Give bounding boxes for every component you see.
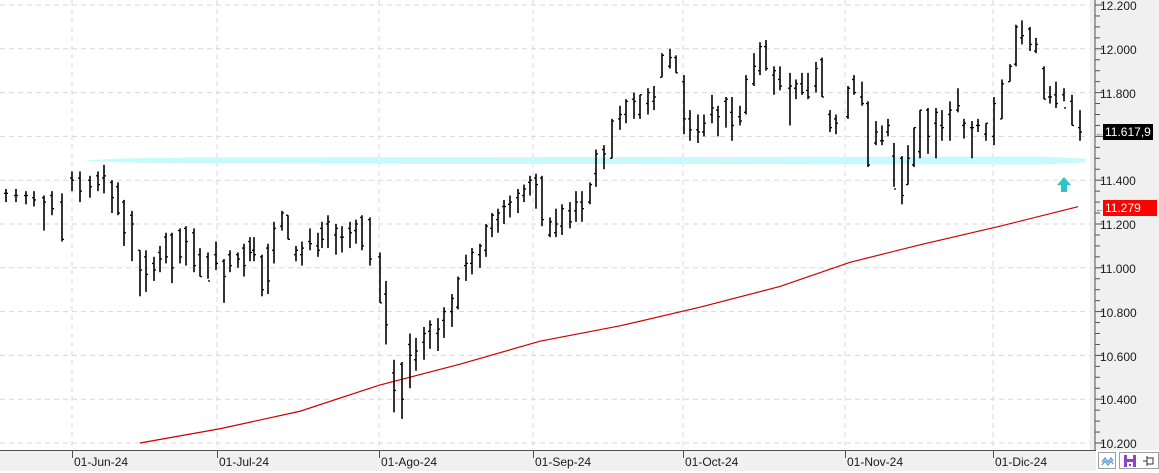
- x-label-sep: 01-Sep-24: [535, 455, 592, 469]
- ma-pointer-icon: ←: [1095, 204, 1104, 214]
- x-label-nov: 01-Nov-24: [847, 455, 904, 469]
- y-label-12000: 12.000: [1100, 43, 1137, 57]
- x-label-oct: 01-Oct-24: [685, 455, 739, 469]
- x-tick: [683, 451, 684, 458]
- support-band: [83, 156, 1085, 165]
- buy-signal-arrow-icon: [1057, 177, 1071, 192]
- x-label-ago: 01-Ago-24: [381, 455, 438, 469]
- y-label-11800: 11.800: [1100, 87, 1136, 101]
- moving-average-tag: 11.279: [1103, 200, 1157, 216]
- x-tick: [993, 451, 994, 458]
- ohlc-chart: [0, 0, 1090, 450]
- x-label-jun: 01-Jun-24: [74, 455, 129, 469]
- chart-plot-area[interactable]: [0, 0, 1090, 450]
- x-tick: [533, 451, 534, 458]
- price-axis-ticks: [1094, 0, 1103, 450]
- y-label-10400: 10.400: [1100, 393, 1137, 407]
- y-label-10800: 10.800: [1100, 306, 1137, 320]
- moving-average-line: [139, 206, 1079, 444]
- chart-style-icon: [1101, 456, 1114, 467]
- chart-style-button[interactable]: [1098, 452, 1116, 469]
- last-price-pointer-icon: ←: [1095, 128, 1104, 138]
- last-price-tag: 11.617,9: [1103, 124, 1153, 140]
- x-label-jul: 01-Jul-24: [219, 455, 270, 469]
- x-label-dic: 01-Dic-24: [995, 455, 1048, 469]
- y-label-10200: 10.200: [1100, 437, 1137, 451]
- y-label-12200: 12.200: [1100, 0, 1137, 13]
- date-axis[interactable]: 01-Jun-24 01-Jul-24 01-Ago-24 01-Sep-24 …: [0, 450, 1096, 471]
- x-tick: [845, 451, 846, 458]
- y-label-11400: 11.400: [1100, 174, 1136, 188]
- y-label-11200: 11.200: [1100, 218, 1136, 232]
- y-label-11000: 11.000: [1100, 262, 1136, 276]
- price-axis[interactable]: 12.200 12.000 11.800 11.400 11.200 11.00…: [1090, 0, 1159, 450]
- pin-icon[interactable]: [1142, 453, 1156, 468]
- x-tick: [379, 451, 380, 458]
- y-label-10600: 10.600: [1100, 350, 1137, 364]
- save-icon[interactable]: [1122, 453, 1140, 468]
- save-pin-button-group: [1119, 452, 1159, 469]
- x-tick: [217, 451, 218, 458]
- chart-toolbar: [1098, 452, 1159, 470]
- x-tick: [72, 451, 73, 458]
